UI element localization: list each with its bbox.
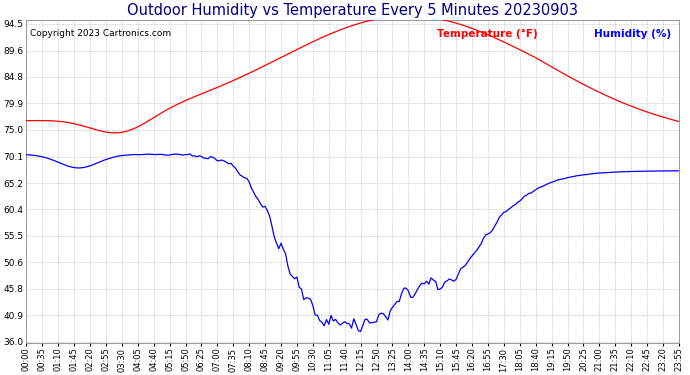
Title: Outdoor Humidity vs Temperature Every 5 Minutes 20230903: Outdoor Humidity vs Temperature Every 5 … [127,3,578,18]
Text: Temperature (°F): Temperature (°F) [437,29,538,39]
Text: Humidity (%): Humidity (%) [594,29,671,39]
Text: Copyright 2023 Cartronics.com: Copyright 2023 Cartronics.com [30,29,170,38]
